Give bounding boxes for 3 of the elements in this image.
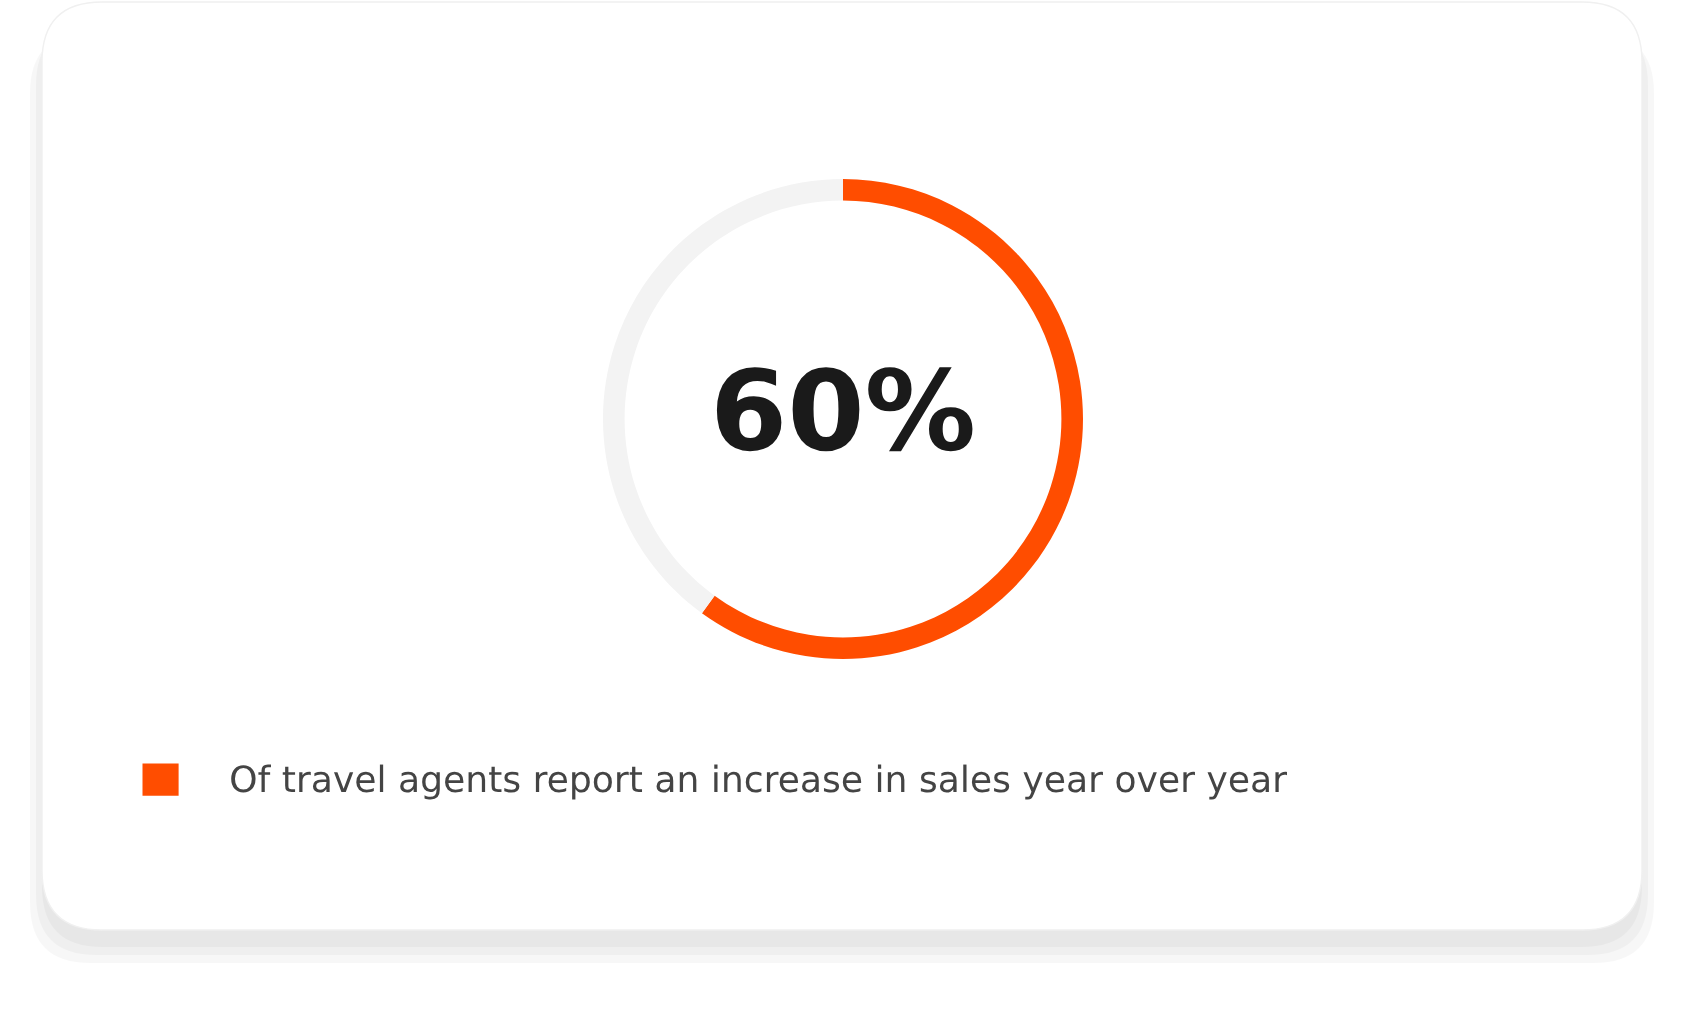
donut-slice: [701, 179, 1083, 659]
text: 60%: [716, 367, 973, 452]
legend-label: Of travel agents report an increase in sales year over year: [231, 764, 1288, 800]
